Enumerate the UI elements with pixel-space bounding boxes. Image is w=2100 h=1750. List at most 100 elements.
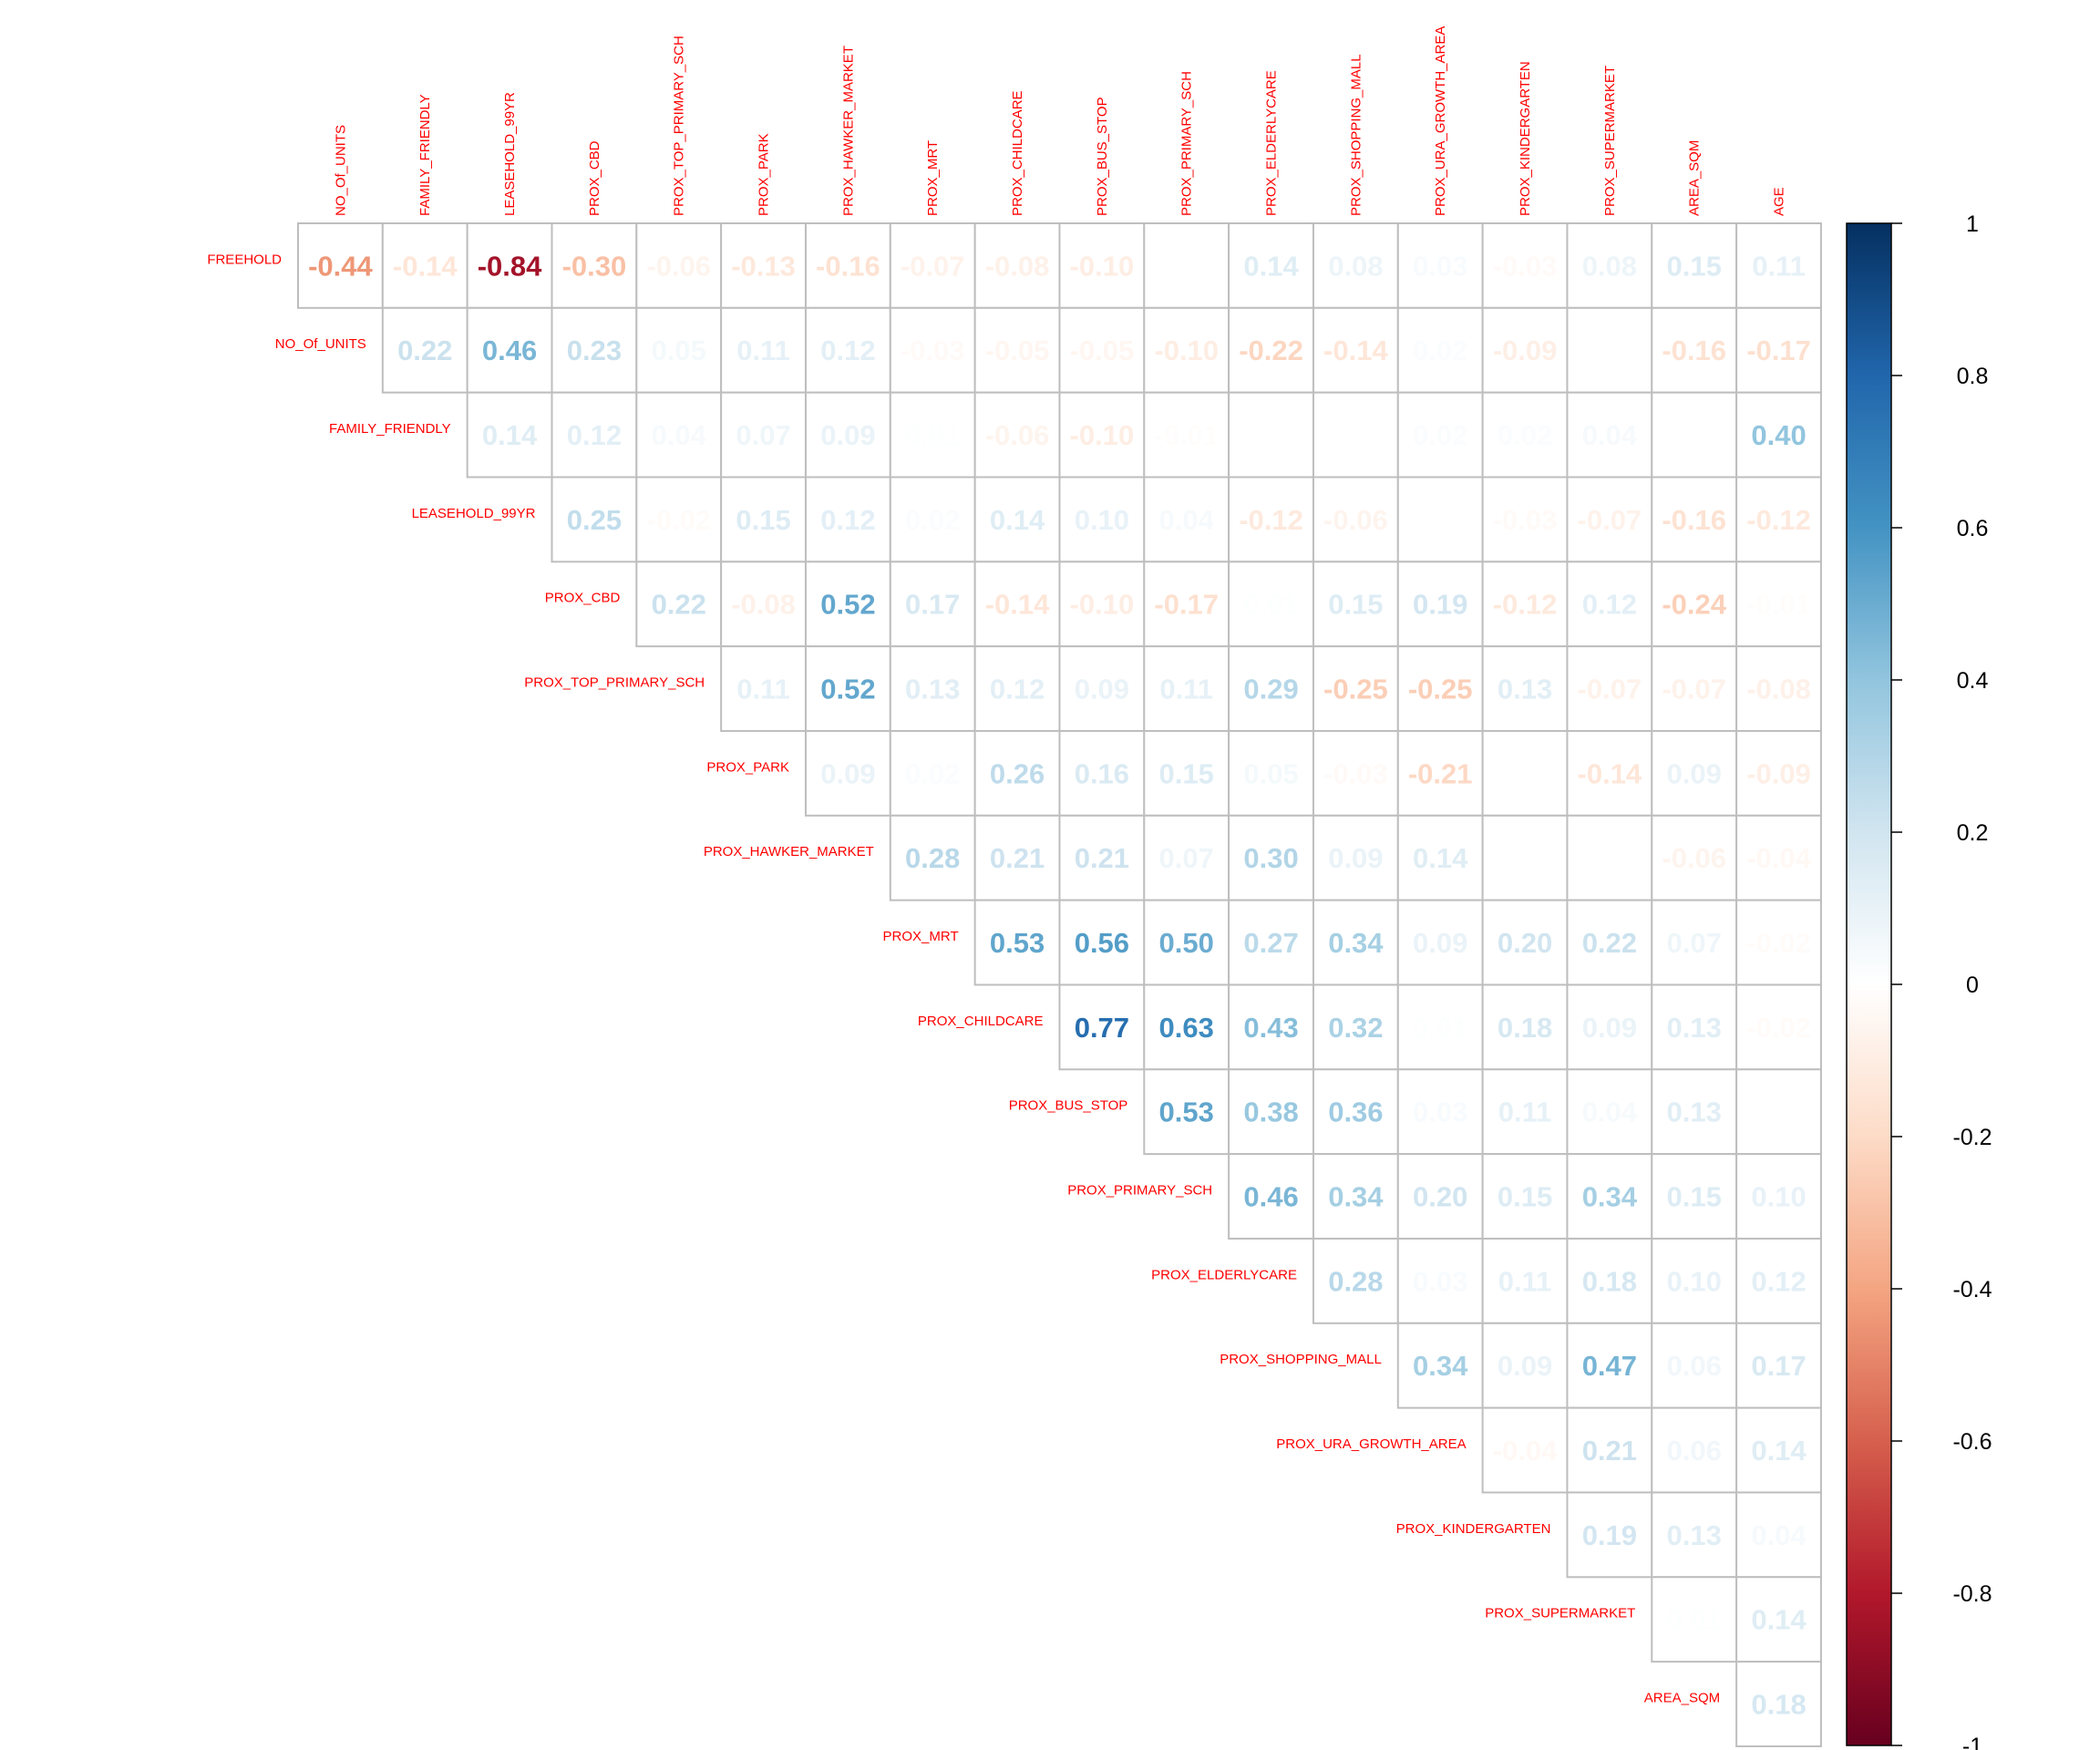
column-label: PROX_PARK [757,133,772,216]
row-label: PROX_PRIMARY_SCH [1067,1183,1212,1199]
column-label: PROX_PRIMARY_SCH [1179,71,1195,216]
cell-value: -0.01 [1154,419,1219,451]
colorbar-gradient [1846,222,1892,1746]
cell-value: 0.00 [1667,419,1722,451]
cell-value: 0.12 [1582,589,1637,621]
cell-value: 0.04 [652,419,707,451]
cell-value: 0.21 [990,842,1045,874]
cell-value: 0.10 [1751,1181,1806,1213]
cell-value: 0.12 [1751,1265,1806,1297]
cell-value: 0.00 [1243,419,1298,451]
cell-value: 0.36 [1328,1096,1383,1128]
cell-value: -0.05 [985,335,1050,366]
colorbar: 1 0.8 0.6 0.4 0.2 0 -0.2 -0.4 -0.6 -0.8 -1 [1846,211,1992,1750]
matrix-cell [804,391,891,479]
matrix-cell [1651,222,1738,309]
column-labels: NO_Of_UNITS FAMILY_FRIENDLY LEASEHOLD_99YR… [333,26,1786,216]
cell-value: 0.50 [1159,927,1214,959]
cell-value: 0.03 [1413,250,1467,282]
column-label: PROX_ELDERLYCARE [1264,70,1280,216]
cell-value: -0.25 [1323,674,1388,705]
cell-value: 0.06 [1667,1435,1722,1467]
matrix-cell [1735,1406,1822,1494]
matrix-cell [1058,983,1146,1071]
matrix-cell [1735,899,1822,986]
cell-value: -0.07 [901,250,965,282]
cell-value: 0.11 [736,674,790,705]
cell-value: -0.02 [646,504,711,536]
cell-value: 0.04 [1582,419,1638,451]
matrix-cell [889,222,976,309]
cell-value: 0.09 [820,419,875,451]
cell-value: -0.09 [1746,757,1811,789]
matrix-cell [1228,729,1314,817]
cell-value: -0.09 [1493,335,1558,366]
cell-value: 0.15 [1667,250,1722,282]
cell-value: -0.08 [985,250,1050,282]
matrix-cell [804,645,891,732]
cell-value: 0.05 [1243,757,1298,789]
cell-value: -0.03 [1493,250,1558,282]
column-label: PROX_SUPERMARKET [1602,66,1618,216]
matrix-cell [1651,814,1738,901]
cell-value: 0.52 [820,674,875,705]
matrix-cell [1566,645,1653,732]
cell-value: 0.14 [990,504,1045,536]
cell-value: 0.00 [1328,419,1383,451]
matrix-cell [1481,1153,1569,1240]
row-label: PROX_PARK [706,759,789,775]
matrix-cell [1396,645,1484,732]
cell-value: -0.12 [1239,504,1303,536]
cell-value: 0.29 [1243,674,1298,705]
cell-value: 0.14 [1751,1435,1807,1467]
cell-value: -0.03 [1493,504,1558,536]
column-label: LEASEHOLD_99YR [502,92,518,216]
matrix-cell [1735,1322,1822,1409]
matrix-cell [1735,814,1822,901]
cell-value: 0.00 [1751,1096,1806,1128]
cell-value: 0.16 [1075,757,1129,789]
cell-value: 0.20 [1498,927,1552,959]
cell-value: 0.09 [1667,757,1722,789]
cell-value: -0.05 [1070,335,1135,366]
cell-value: 0.06 [1667,1350,1722,1382]
cell-value: 0.12 [820,504,875,536]
cell-value: 0.00 [1413,504,1467,536]
matrix-cell [720,561,807,648]
matrix-cell [1735,561,1822,648]
matrix-cell [1312,1237,1399,1324]
cell-value: 0.09 [1328,842,1383,874]
cell-value: 0.13 [1667,1096,1722,1128]
matrix-cell [1058,561,1146,648]
matrix-cell [1566,476,1653,563]
cell-value: 0.04 [1751,1519,1807,1551]
cell-value: 0.05 [652,335,706,366]
matrix-cell [720,306,807,394]
cell-value: 0.21 [1582,1435,1637,1467]
cell-value: -0.44 [308,250,373,282]
cell-value: 0.63 [1159,1012,1214,1044]
matrix-cell [1651,1237,1738,1324]
colorbar-tick-label: -0.2 [1952,1125,1992,1150]
matrix-cell [1396,899,1484,986]
cell-value: 0.00 [1498,842,1552,874]
row-label: PROX_URA_GROWTH_AREA [1276,1436,1466,1452]
cell-value: 0.09 [1413,927,1467,959]
cell-value: -0.14 [1578,757,1642,789]
row-label: PROX_BUS_STOP [1009,1098,1128,1114]
cell-value: -0.13 [731,250,796,282]
cell-value: 0.04 [1159,504,1215,536]
cell-value: 0.77 [1075,1012,1129,1044]
cell-value: 0.00 [1498,757,1552,789]
cell-value: 0.30 [1243,842,1298,874]
matrix-cell [1481,983,1569,1071]
column-label: PROX_MRT [925,140,941,216]
cell-value: -0.02 [1746,1012,1811,1044]
matrix-cell [1735,729,1822,817]
cell-value: 0.18 [1582,1265,1637,1297]
cell-value: 0.20 [1413,1181,1467,1213]
column-label: PROX_TOP_PRIMARY_SCH [672,36,687,216]
matrix-cell [1396,814,1484,901]
matrix-cells: -0.44 -0.14 -0.84 -0.30 -0.06 -0.13 -0.16 -0.07… [297,222,1822,1747]
